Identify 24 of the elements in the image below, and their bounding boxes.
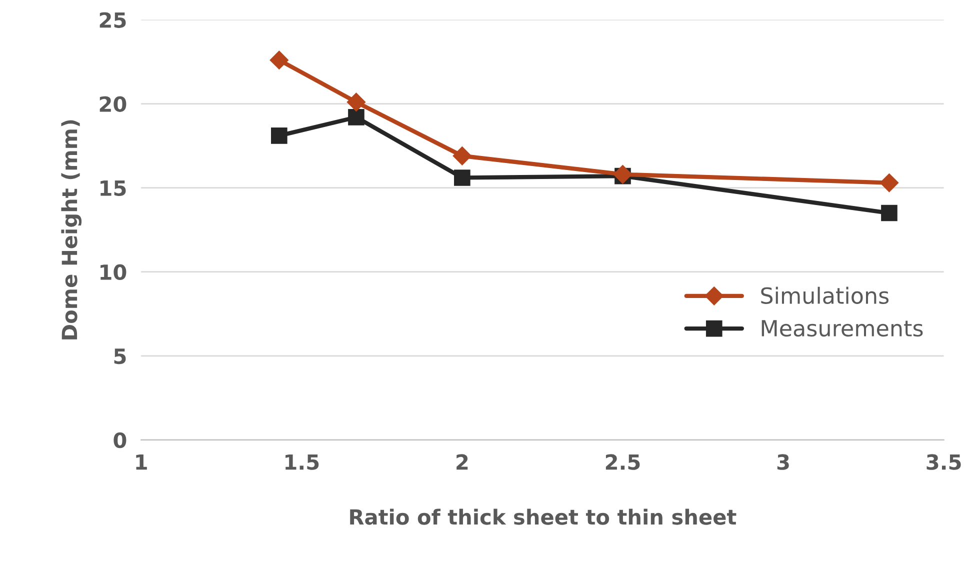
point — [270, 50, 289, 70]
point — [346, 92, 366, 112]
y-tick-label: 5 — [114, 348, 126, 364]
legend-label: Measurements — [762, 320, 923, 337]
x-tick-label: 1 — [136, 454, 147, 470]
y-axis-title: Dome Height (mm) — [61, 120, 82, 340]
point — [270, 128, 288, 144]
point — [454, 170, 470, 186]
y-tick-label: 0 — [114, 432, 126, 448]
legend-label: Simulations — [761, 286, 889, 304]
x-tick-label: 2.5 — [606, 454, 640, 470]
point — [452, 146, 472, 166]
x-tick-label: 1.5 — [286, 454, 319, 470]
point — [348, 109, 364, 126]
y-tick-label: 10 — [100, 264, 126, 280]
x-tick-label: 3 — [777, 454, 789, 470]
x-axis-title: Ratio of thick sheet to thin sheet — [350, 508, 736, 525]
x-tick-label: 3.5 — [926, 454, 961, 470]
y-tick-label: 20 — [100, 96, 126, 112]
point — [880, 173, 899, 192]
point — [881, 204, 898, 222]
y-tick-label: 25 — [100, 12, 126, 28]
y-tick-label: 15 — [100, 180, 126, 196]
x-tick-label: 2 — [456, 454, 468, 470]
